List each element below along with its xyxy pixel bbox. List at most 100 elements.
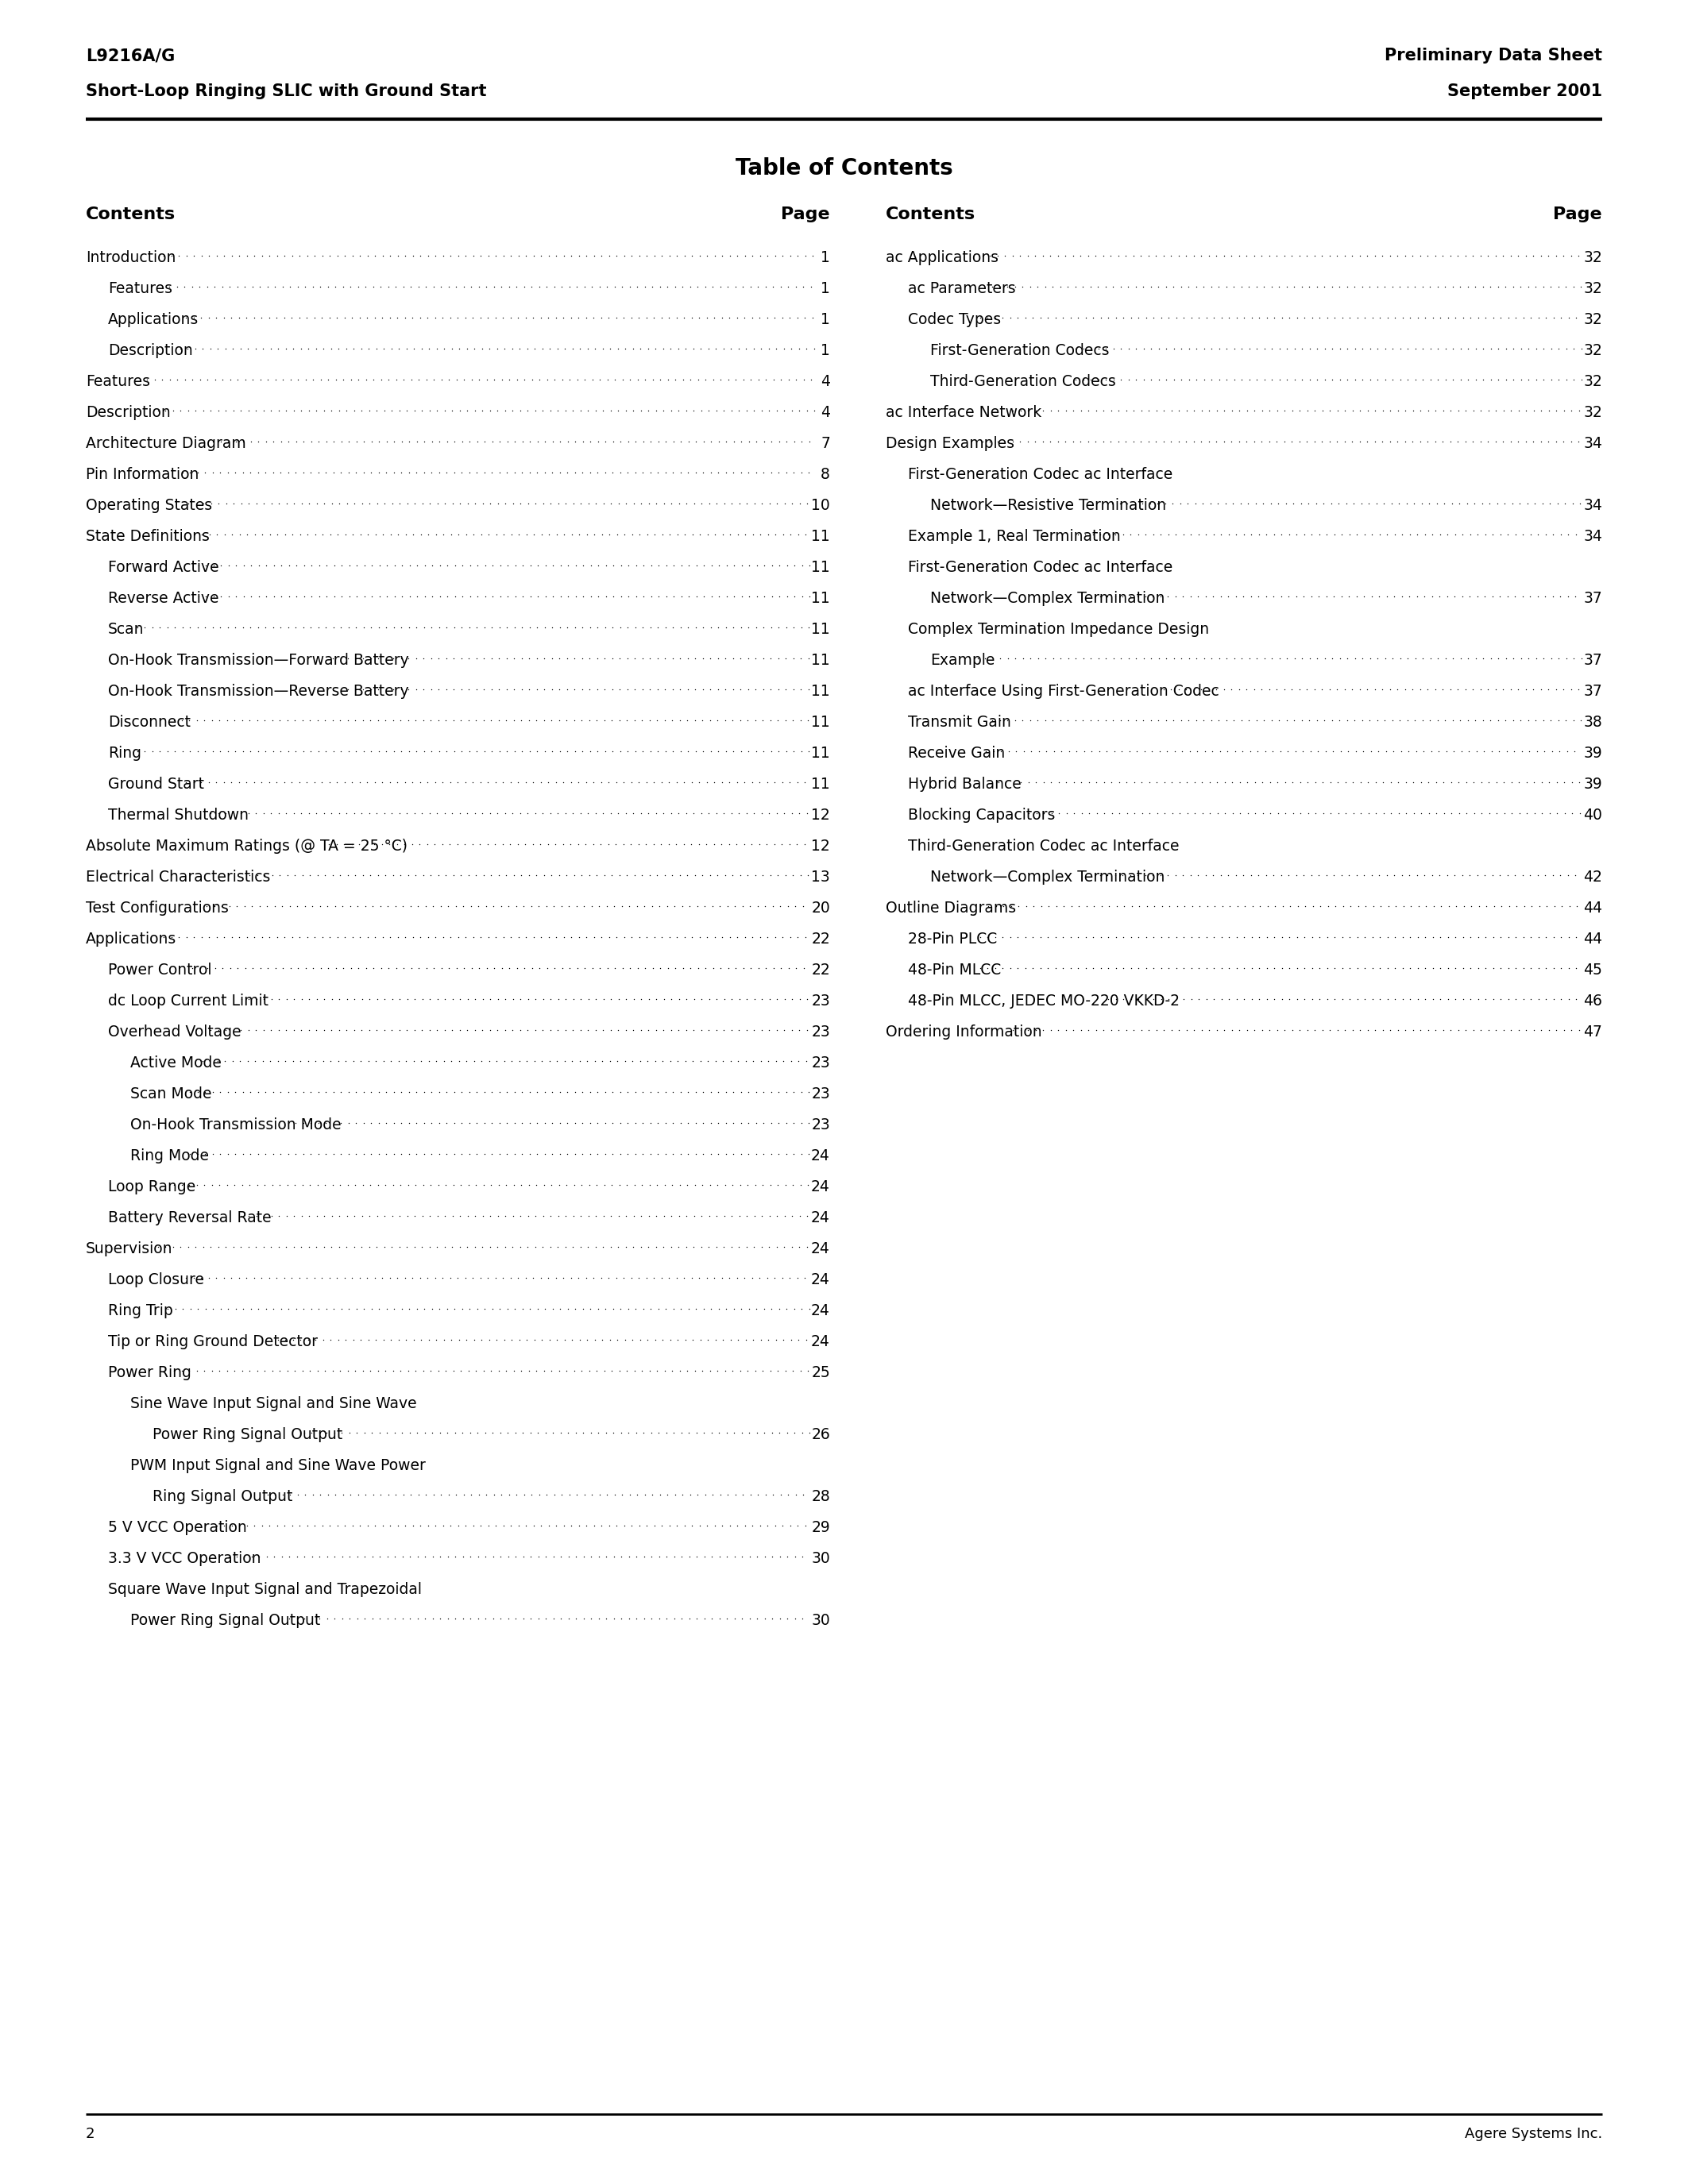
Text: Network—Complex Termination: Network—Complex Termination	[930, 869, 1165, 885]
Text: Example: Example	[930, 653, 994, 668]
Text: Agere Systems Inc.: Agere Systems Inc.	[1465, 2127, 1602, 2140]
Text: 37: 37	[1583, 592, 1602, 605]
Text: Thermal Shutdown: Thermal Shutdown	[108, 808, 248, 823]
Text: 1: 1	[820, 251, 830, 264]
Text: 44: 44	[1583, 900, 1602, 915]
Text: 22: 22	[812, 933, 830, 946]
Text: 24: 24	[812, 1304, 830, 1319]
Text: 23: 23	[812, 1024, 830, 1040]
Text: Electrical Characteristics: Electrical Characteristics	[86, 869, 270, 885]
Text: 26: 26	[812, 1426, 830, 1441]
Text: Applications: Applications	[86, 933, 177, 946]
Text: Description: Description	[108, 343, 192, 358]
Text: Forward Active: Forward Active	[108, 559, 219, 574]
Text: First-Generation Codec ac Interface: First-Generation Codec ac Interface	[908, 559, 1173, 574]
Text: Power Ring Signal Output: Power Ring Signal Output	[152, 1426, 343, 1441]
Text: Active Mode: Active Mode	[130, 1055, 221, 1070]
Text: dc Loop Current Limit: dc Loop Current Limit	[108, 994, 268, 1009]
Text: Preliminary Data Sheet: Preliminary Data Sheet	[1384, 48, 1602, 63]
Text: 45: 45	[1583, 963, 1602, 978]
Text: Hybrid Balance: Hybrid Balance	[908, 778, 1021, 793]
Text: On-Hook Transmission—Forward Battery: On-Hook Transmission—Forward Battery	[108, 653, 408, 668]
Text: 32: 32	[1583, 251, 1602, 264]
Text: Design Examples: Design Examples	[886, 437, 1014, 452]
Text: 23: 23	[812, 994, 830, 1009]
Text: Page: Page	[1553, 207, 1602, 223]
Text: Network—Complex Termination: Network—Complex Termination	[930, 592, 1165, 605]
Text: Introduction: Introduction	[86, 251, 176, 264]
Text: Operating States: Operating States	[86, 498, 213, 513]
Text: Ring Mode: Ring Mode	[130, 1149, 209, 1164]
Text: 48-Pin MLCC, JEDEC MO-220 VKKD-2: 48-Pin MLCC, JEDEC MO-220 VKKD-2	[908, 994, 1180, 1009]
Text: 12: 12	[812, 839, 830, 854]
Text: Scan: Scan	[108, 622, 143, 638]
Text: 37: 37	[1583, 653, 1602, 668]
Text: 4: 4	[820, 404, 830, 419]
Text: 12: 12	[812, 808, 830, 823]
Text: Disconnect: Disconnect	[108, 714, 191, 729]
Text: 32: 32	[1583, 312, 1602, 328]
Text: 39: 39	[1583, 778, 1602, 793]
Text: L9216A/G: L9216A/G	[86, 48, 176, 63]
Text: Codec Types: Codec Types	[908, 312, 1001, 328]
Text: 47: 47	[1583, 1024, 1602, 1040]
Text: On-Hook Transmission—Reverse Battery: On-Hook Transmission—Reverse Battery	[108, 684, 408, 699]
Text: 24: 24	[812, 1149, 830, 1164]
Text: Network—Resistive Termination: Network—Resistive Termination	[930, 498, 1166, 513]
Text: Page: Page	[782, 207, 830, 223]
Text: 48-Pin MLCC: 48-Pin MLCC	[908, 963, 1001, 978]
Text: 1: 1	[820, 312, 830, 328]
Text: Absolute Maximum Ratings (@ TA = 25 °C): Absolute Maximum Ratings (@ TA = 25 °C)	[86, 839, 407, 854]
Text: Architecture Diagram: Architecture Diagram	[86, 437, 246, 452]
Text: 5 V VCC Operation: 5 V VCC Operation	[108, 1520, 246, 1535]
Text: Example 1, Real Termination: Example 1, Real Termination	[908, 529, 1121, 544]
Text: 32: 32	[1583, 282, 1602, 297]
Text: 2: 2	[86, 2127, 95, 2140]
Text: 28-Pin PLCC: 28-Pin PLCC	[908, 933, 998, 946]
Text: 11: 11	[812, 529, 830, 544]
Text: 1: 1	[820, 343, 830, 358]
Text: Battery Reversal Rate: Battery Reversal Rate	[108, 1210, 272, 1225]
Text: 10: 10	[812, 498, 830, 513]
Text: Ground Start: Ground Start	[108, 778, 204, 793]
Text: PWM Input Signal and Sine Wave Power: PWM Input Signal and Sine Wave Power	[130, 1459, 425, 1474]
Text: Description: Description	[86, 404, 170, 419]
Text: Reverse Active: Reverse Active	[108, 592, 219, 605]
Text: Contents: Contents	[886, 207, 976, 223]
Text: 44: 44	[1583, 933, 1602, 946]
Text: Power Control: Power Control	[108, 963, 211, 978]
Text: Third-Generation Codec ac Interface: Third-Generation Codec ac Interface	[908, 839, 1180, 854]
Text: Test Configurations: Test Configurations	[86, 900, 228, 915]
Text: 23: 23	[812, 1055, 830, 1070]
Text: 13: 13	[812, 869, 830, 885]
Text: Power Ring: Power Ring	[108, 1365, 191, 1380]
Text: Ordering Information: Ordering Information	[886, 1024, 1041, 1040]
Text: Outline Diagrams: Outline Diagrams	[886, 900, 1016, 915]
Text: 11: 11	[812, 559, 830, 574]
Text: Tip or Ring Ground Detector: Tip or Ring Ground Detector	[108, 1334, 317, 1350]
Text: Receive Gain: Receive Gain	[908, 745, 1004, 760]
Text: 11: 11	[812, 714, 830, 729]
Text: 34: 34	[1583, 437, 1602, 452]
Text: 39: 39	[1583, 745, 1602, 760]
Text: 3.3 V VCC Operation: 3.3 V VCC Operation	[108, 1551, 262, 1566]
Text: 11: 11	[812, 778, 830, 793]
Text: State Definitions: State Definitions	[86, 529, 209, 544]
Text: Overhead Voltage: Overhead Voltage	[108, 1024, 241, 1040]
Text: 34: 34	[1583, 498, 1602, 513]
Text: Pin Information: Pin Information	[86, 467, 199, 483]
Text: 24: 24	[812, 1179, 830, 1195]
Text: 11: 11	[812, 653, 830, 668]
Text: 29: 29	[812, 1520, 830, 1535]
Text: 42: 42	[1583, 869, 1602, 885]
Text: 34: 34	[1583, 529, 1602, 544]
Text: 38: 38	[1583, 714, 1602, 729]
Text: Blocking Capacitors: Blocking Capacitors	[908, 808, 1055, 823]
Text: Supervision: Supervision	[86, 1241, 172, 1256]
Text: ac Applications: ac Applications	[886, 251, 999, 264]
Text: 23: 23	[812, 1118, 830, 1133]
Text: ac Parameters: ac Parameters	[908, 282, 1016, 297]
Text: 24: 24	[812, 1273, 830, 1286]
Text: Complex Termination Impedance Design: Complex Termination Impedance Design	[908, 622, 1209, 638]
Text: 40: 40	[1583, 808, 1602, 823]
